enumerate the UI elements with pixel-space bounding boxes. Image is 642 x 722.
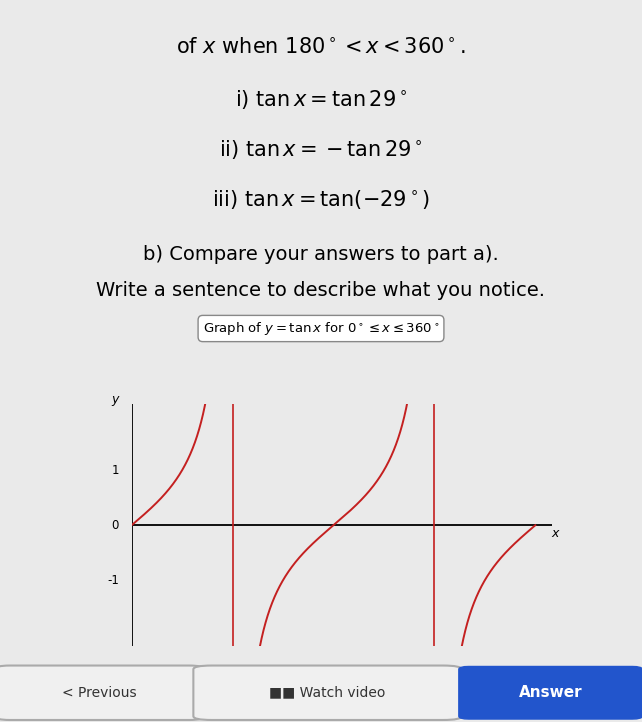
Text: 180°: 180° xyxy=(319,678,347,691)
Text: Answer: Answer xyxy=(519,685,582,700)
FancyBboxPatch shape xyxy=(193,666,462,720)
Text: ii) $\tan x = -\tan 29^\circ$: ii) $\tan x = -\tan 29^\circ$ xyxy=(219,138,423,161)
Text: 270°: 270° xyxy=(421,678,449,691)
Text: < Previous: < Previous xyxy=(62,686,137,700)
Text: b) Compare your answers to part a).: b) Compare your answers to part a). xyxy=(143,245,499,264)
Text: 90°: 90° xyxy=(222,678,243,691)
Text: 0: 0 xyxy=(112,518,119,532)
Text: Write a sentence to describe what you notice.: Write a sentence to describe what you no… xyxy=(96,281,546,300)
Text: $x$: $x$ xyxy=(551,527,561,540)
Text: iii) $\tan x = \tan(-29^\circ)$: iii) $\tan x = \tan(-29^\circ)$ xyxy=(212,188,430,211)
Text: of $x$ when $180^\circ < x < 360^\circ$.: of $x$ when $180^\circ < x < 360^\circ$. xyxy=(176,37,466,57)
Text: ■■ Watch video: ■■ Watch video xyxy=(269,686,386,700)
Text: i) $\tan x = \tan 29^\circ$: i) $\tan x = \tan 29^\circ$ xyxy=(235,88,407,111)
FancyBboxPatch shape xyxy=(459,666,642,719)
Text: -1: -1 xyxy=(107,574,119,587)
Text: 1: 1 xyxy=(112,464,119,477)
Text: $y$: $y$ xyxy=(111,394,121,408)
Text: 360°: 360° xyxy=(521,678,550,691)
FancyBboxPatch shape xyxy=(0,666,204,720)
Text: Graph of $y=\tan x$ for $0^\circ \leq x \leq 360^\circ$: Graph of $y=\tan x$ for $0^\circ \leq x … xyxy=(203,320,439,337)
